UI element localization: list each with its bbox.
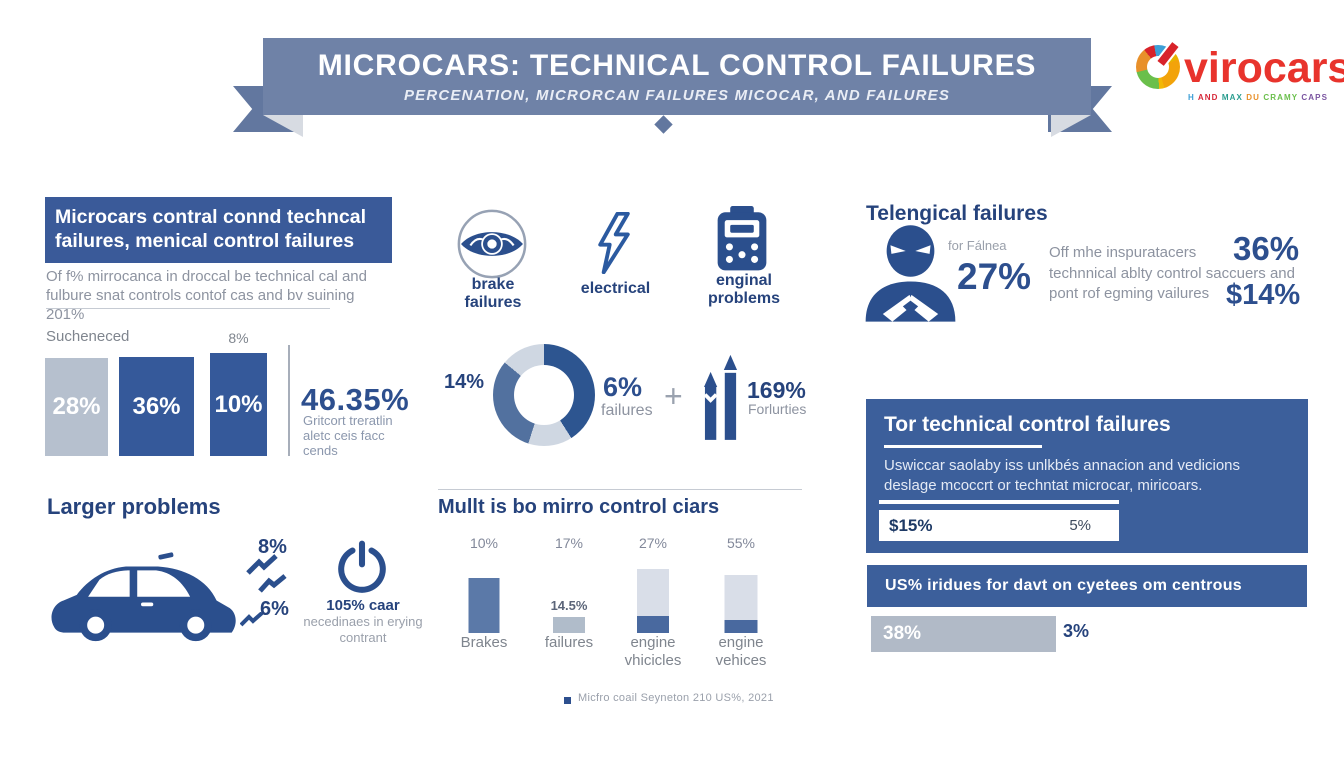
diamond-icon: [654, 115, 673, 134]
mini-chart: 10% Brakes 17% 14.5% failures 27% engine…: [438, 528, 808, 678]
highlight-value: 46.35%: [301, 382, 410, 417]
icon-label-electrical: electrical: [580, 280, 651, 297]
failures-big-value: 27%: [957, 256, 1032, 297]
lightning-icon: [598, 212, 630, 274]
failures-text-line: technnical ablty control saccuers and: [1049, 264, 1295, 282]
lightning-bolt-icon: [258, 574, 287, 593]
vertical-divider: [288, 345, 290, 456]
strip-banner: US% iridues for davt on cyetees om centr…: [867, 565, 1307, 607]
car-stat-1: 8%: [258, 536, 287, 558]
box-bar-left-value: $15%: [889, 515, 933, 535]
suchen-bar: 10%: [210, 353, 267, 456]
power-stat: 105% caar: [326, 597, 400, 614]
mini-category: engine vhicicles: [624, 634, 682, 669]
growth-value: 169%: [747, 377, 806, 403]
box-body: Uswiccar saolaby iss unlkbés annacion an…: [884, 457, 1241, 495]
growth-arrows-icon: [704, 354, 738, 440]
stat-36: 36%: [1233, 230, 1300, 267]
stat-14: $14%: [1226, 279, 1301, 311]
donut-value: 6%: [603, 372, 643, 402]
failures-text: Off mhe inspuratacers technnical ablty c…: [1049, 243, 1309, 305]
divider-line: [438, 489, 802, 490]
failures-title: Telengical failures: [866, 202, 1048, 225]
icon-label-engine: enginal problems: [707, 272, 780, 308]
eye-icon: [457, 209, 527, 279]
mini-top-label: 27%: [638, 535, 668, 551]
mini-col: 17% 14.5% failures: [529, 528, 609, 678]
donut-left-label: 14%: [444, 371, 485, 393]
power-icon: [338, 540, 386, 593]
mini-col: 10% Brakes: [444, 528, 524, 678]
power-caption: necedinaes in erying contrant: [303, 614, 423, 645]
engine-device-icon: [717, 206, 767, 271]
lightning-bolt-icon: [246, 554, 278, 575]
suchen-bar: 36%: [119, 357, 194, 456]
donut-chart: [493, 344, 595, 446]
car-icon: [51, 552, 236, 642]
banner: MICROCARS: TECHNICAL CONTROL FAILURES PE…: [263, 38, 1091, 115]
bar-top-label: 8%: [228, 330, 249, 346]
suchen-bar: 28%: [45, 358, 108, 456]
mini-top-label: 17%: [554, 535, 584, 551]
logo-name: virocars: [1184, 44, 1344, 92]
strip-progress-bar: 38%: [871, 616, 1056, 652]
growth-caption: Forlurties: [748, 401, 807, 417]
mini-bar: [468, 578, 500, 633]
box-title: Tor technical control failures: [884, 413, 1171, 436]
legend-text: Micfro coail Seyneton 210 US%, 2021: [578, 692, 774, 704]
failures-text-line: pont rof egming vailures: [1049, 285, 1210, 303]
technical-failures-box: Tor technical control failures Uswiccar …: [866, 399, 1308, 553]
mini-top-label: 10%: [469, 535, 499, 551]
strip-outside-value: 3%: [1063, 621, 1090, 641]
larger-problems-title: Larger problems: [47, 494, 221, 519]
box-title-underline: [884, 445, 1042, 448]
box-progress-bar: $15% 5%: [879, 510, 1119, 541]
mini-category: failures: [544, 634, 594, 651]
failures-text-line: Off mhe inspuratacers: [1049, 244, 1197, 261]
box-progress-line: [879, 500, 1119, 504]
mini-top-label: 55%: [726, 535, 756, 551]
mini-category: Brakes: [460, 634, 508, 651]
bar-chart-label: Sucheneced: [46, 328, 130, 345]
mini-mid-label: 14.5%: [550, 598, 588, 613]
left-intro-text: Of f% mirrocanca in droccal be technical…: [46, 268, 367, 323]
mini-col: 27% engine vhicicles: [613, 528, 693, 678]
highlight-caption: Gritcort treratlin aletc ceis facc cends: [303, 413, 393, 458]
failures-small-label: for Fálnea: [948, 238, 1007, 253]
mini-chart-title: Mullt is bo mirro control ciars: [438, 496, 720, 518]
banner-subtitle: PERCENATION, MICRORCAN FAILURES MICOCAR,…: [403, 87, 951, 104]
divider-line: [46, 308, 330, 309]
mini-category: engine vehices: [715, 634, 767, 669]
plus-sign: +: [664, 378, 683, 414]
mini-bar: [637, 569, 669, 633]
lightning-bolt-icon: [240, 612, 264, 627]
banner-title: MICROCARS: TECHNICAL CONTROL FAILURES: [317, 49, 1037, 82]
mini-bar: [724, 575, 758, 633]
icon-label-brake: brake failures: [464, 276, 522, 312]
mini-col: 55% engine vehices: [701, 528, 781, 678]
car-stat-2: 6%: [260, 598, 289, 620]
logo-tagline: H AND MAX DU CRAMY CAPS: [1188, 93, 1329, 102]
legend-bullet: [564, 697, 571, 704]
donut-caption: failures: [601, 402, 653, 419]
left-title-box: Microcars contral connd techncal failure…: [45, 197, 392, 263]
box-bar-right-value: 5%: [1069, 517, 1091, 534]
mini-bar: [553, 617, 585, 633]
suchen-bar-chart: 28% 36% 10%: [45, 338, 295, 456]
mask-person-icon: [865, 225, 956, 322]
